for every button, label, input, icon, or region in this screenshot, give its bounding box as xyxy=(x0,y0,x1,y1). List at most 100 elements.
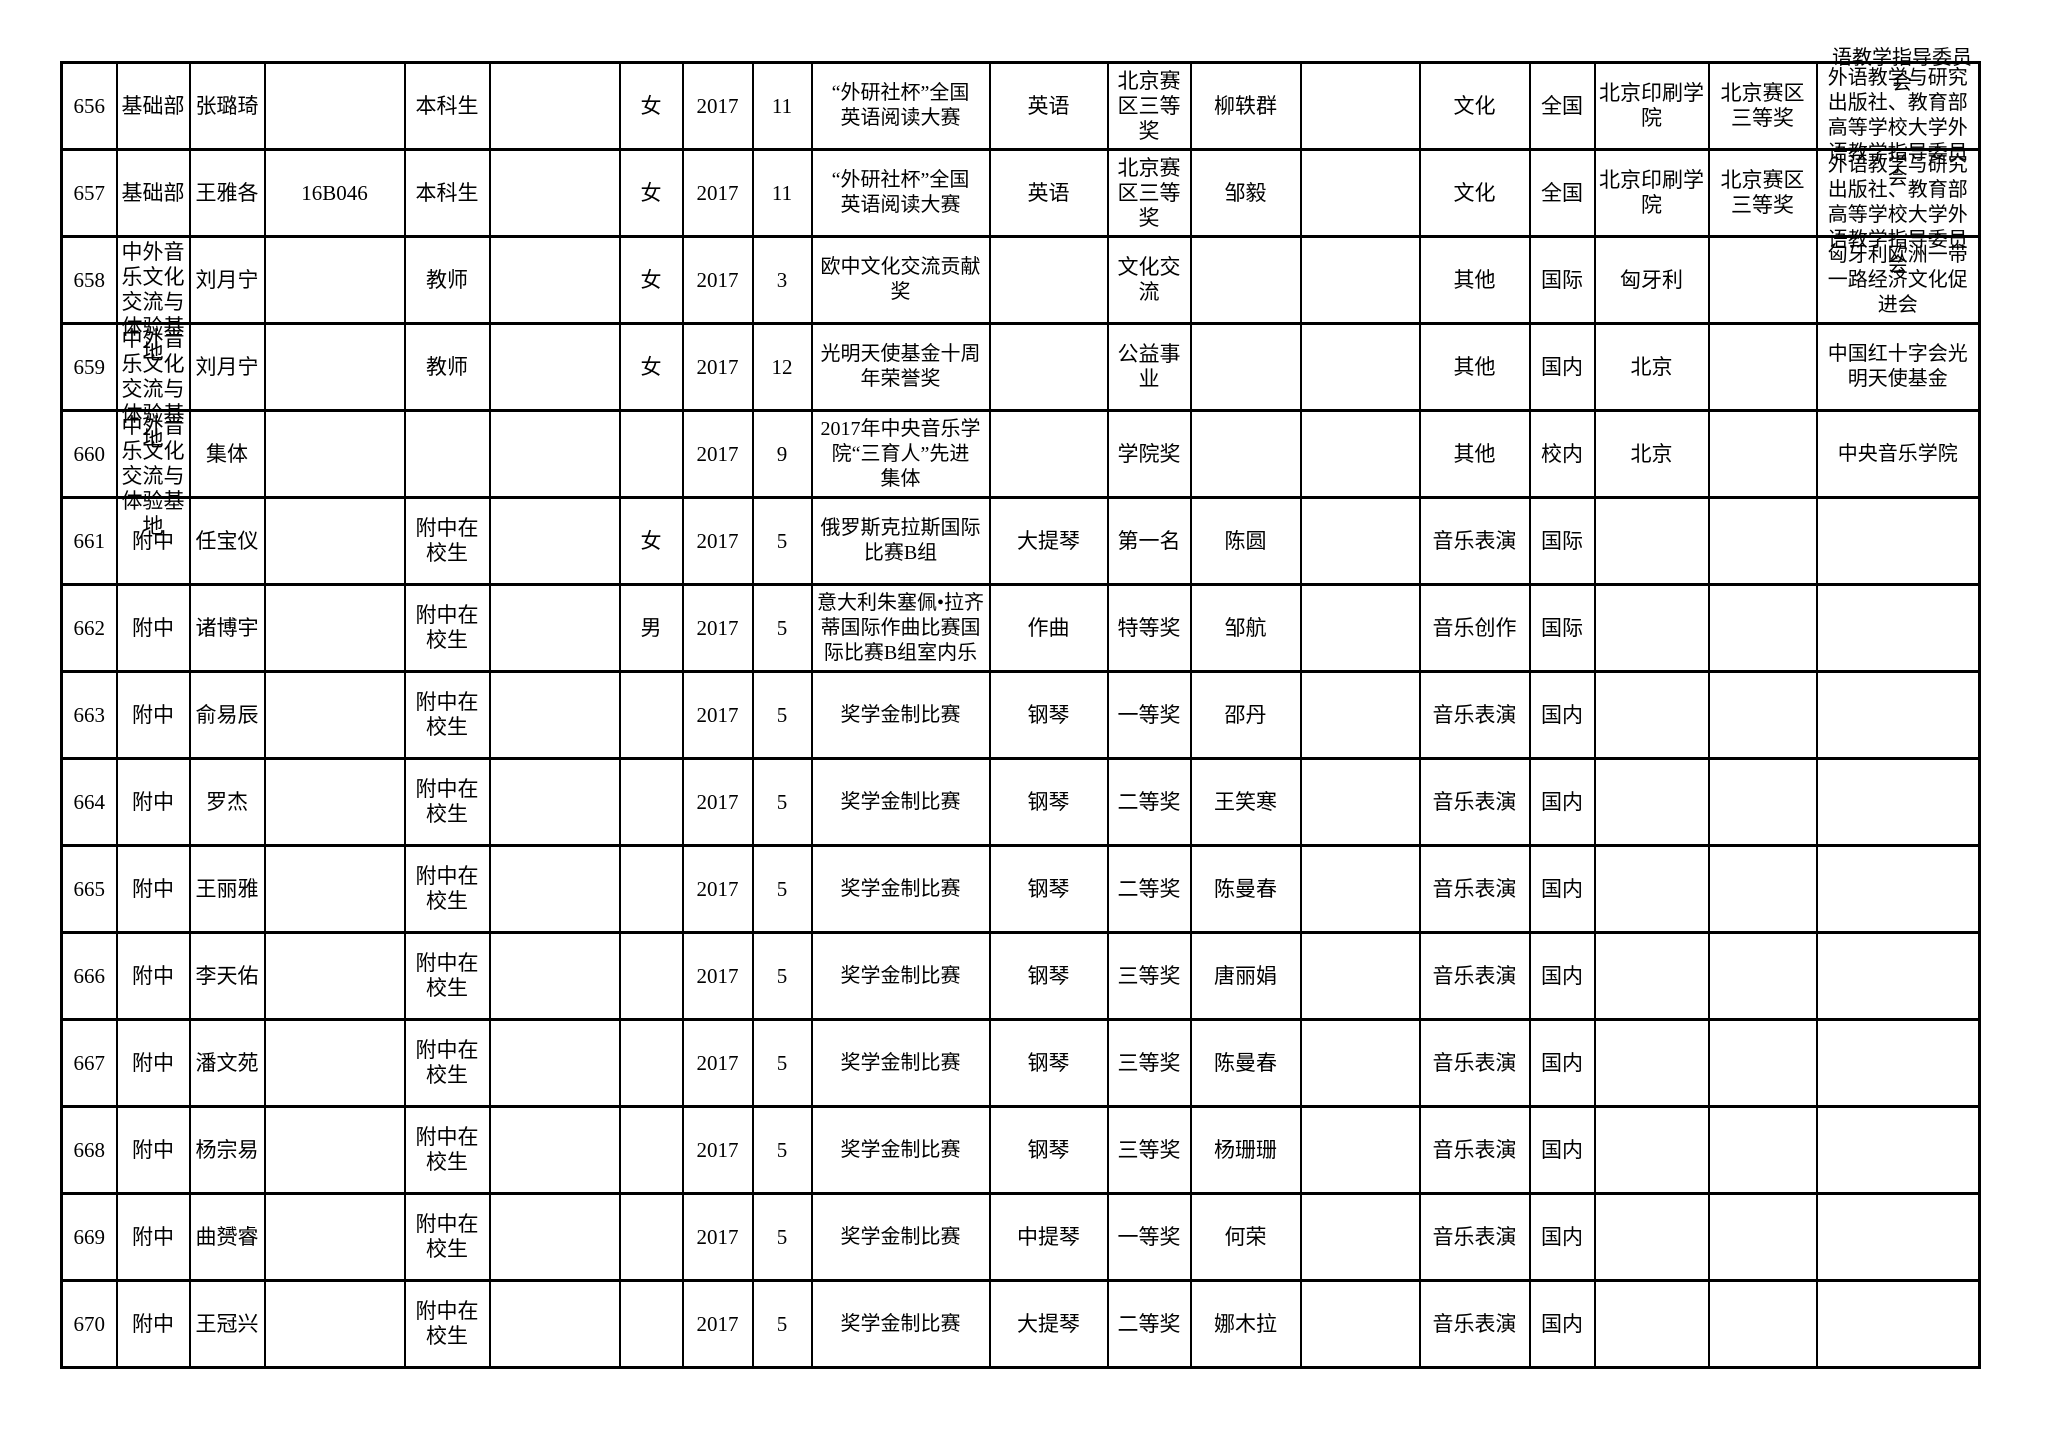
cell-name: 俞易辰 xyxy=(188,670,266,760)
cell-year: 2017 xyxy=(681,322,754,412)
category-text: 音乐创作 xyxy=(1432,615,1517,640)
cell-place xyxy=(1593,757,1710,847)
year-text: 2017 xyxy=(696,1224,739,1249)
category-text: 其他 xyxy=(1453,441,1496,466)
cell-empty-col-1 xyxy=(488,1279,621,1369)
cell-student-id xyxy=(263,1105,406,1195)
cell-organizer: 外语教学与研究 出版社、教育部 高等学校大学外 语教学指导委员 会 xyxy=(1815,148,1981,276)
scope-text: 国内 xyxy=(1541,876,1583,901)
award-name-text: 奖学金制比赛 xyxy=(840,964,961,987)
award-level-text: 第一名 xyxy=(1117,528,1181,553)
cell-year: 2017 xyxy=(681,61,754,151)
category-text: 音乐表演 xyxy=(1432,702,1517,727)
row-number-text: 660 xyxy=(73,441,106,466)
cell-teacher: 陈圆 xyxy=(1189,496,1302,586)
teacher-text: 娜木拉 xyxy=(1214,1311,1277,1336)
cell-name: 王冠兴 xyxy=(188,1279,266,1369)
place-text: 北京 xyxy=(1630,354,1673,379)
scope-text: 校内 xyxy=(1541,441,1583,466)
cell-empty-col-2 xyxy=(1299,1192,1421,1282)
status-text: 教师 xyxy=(426,267,468,292)
subject-text: 钢琴 xyxy=(1027,1137,1070,1162)
cell-regional-award xyxy=(1707,583,1818,673)
name-text: 俞易辰 xyxy=(195,702,259,727)
cell-award-name: 奖学金制比赛 xyxy=(810,844,991,934)
cell-gender: 男 xyxy=(618,583,684,673)
cell-empty-col-1 xyxy=(488,757,621,847)
cell-month: 11 xyxy=(751,148,813,238)
cell-department: 附中 xyxy=(115,1018,191,1108)
organizer-text: 中央音乐学院 xyxy=(1837,442,1958,465)
subject-text: 钢琴 xyxy=(1027,876,1070,901)
cell-award-level: 三等奖 xyxy=(1106,1105,1192,1195)
cell-status: 附中在 校生 xyxy=(403,844,491,934)
cell-subject: 英语 xyxy=(988,61,1109,151)
award-name-text: 2017年中央音乐学 院“三育人”先进 集体 xyxy=(820,417,981,490)
cell-row-number: 657 xyxy=(60,148,118,238)
row-number-text: 666 xyxy=(73,963,106,988)
cell-empty-col-2 xyxy=(1299,1279,1421,1369)
cell-gender: 女 xyxy=(618,496,684,586)
cell-student-id xyxy=(263,670,406,760)
gender-text: 女 xyxy=(640,180,662,205)
cell-award-name: 奖学金制比赛 xyxy=(810,757,991,847)
department-text: 附中 xyxy=(132,876,174,901)
name-text: 杨宗易 xyxy=(195,1137,259,1162)
cell-teacher: 陈曼春 xyxy=(1189,1018,1302,1108)
cell-scope: 国际 xyxy=(1528,583,1596,673)
cell-student-id xyxy=(263,1018,406,1108)
row-number-text: 657 xyxy=(73,180,106,205)
cell-teacher: 邵丹 xyxy=(1189,670,1302,760)
subject-text: 钢琴 xyxy=(1027,963,1070,988)
cell-award-name: 奖学金制比赛 xyxy=(810,1018,991,1108)
cell-award-name: “外研社杯”全国 英语阅读大赛 xyxy=(810,61,991,151)
cell-category: 音乐表演 xyxy=(1418,757,1531,847)
status-text: 附中在 校生 xyxy=(415,603,479,652)
month-text: 5 xyxy=(776,702,788,727)
cell-row-number: 669 xyxy=(60,1192,118,1282)
cell-subject: 钢琴 xyxy=(988,1105,1109,1195)
cell-award-level: 二等奖 xyxy=(1106,1279,1192,1369)
cell-scope: 国内 xyxy=(1528,844,1596,934)
cell-award-name: 奖学金制比赛 xyxy=(810,1105,991,1195)
row-number-text: 668 xyxy=(73,1137,106,1162)
cell-regional-award xyxy=(1707,496,1818,586)
award-name-text: “外研社杯”全国 英语阅读大赛 xyxy=(831,82,970,129)
teacher-text: 柳轶群 xyxy=(1214,93,1277,118)
award-name-text: 奖学金制比赛 xyxy=(840,1225,961,1248)
award-level-text: 文化交 流 xyxy=(1117,255,1181,304)
cell-empty-col-1 xyxy=(488,670,621,760)
teacher-text: 杨珊珊 xyxy=(1214,1137,1277,1162)
cell-regional-award: 北京赛区 三等奖 xyxy=(1707,61,1818,151)
year-text: 2017 xyxy=(696,789,739,814)
cell-gender xyxy=(618,844,684,934)
category-text: 音乐表演 xyxy=(1432,789,1517,814)
cell-name: 诸博宇 xyxy=(188,583,266,673)
cell-month: 3 xyxy=(751,235,813,325)
award-level-text: 二等奖 xyxy=(1117,789,1181,814)
cell-award-level: 一等奖 xyxy=(1106,1192,1192,1282)
cell-organizer: 中国红十字会光 明天使基金 xyxy=(1815,322,1981,412)
cell-empty-col-1 xyxy=(488,235,621,325)
cell-status: 教师 xyxy=(403,235,491,325)
cell-status xyxy=(403,409,491,499)
cell-year: 2017 xyxy=(681,757,754,847)
cell-category: 音乐表演 xyxy=(1418,1018,1531,1108)
cell-student-id xyxy=(263,61,406,151)
cell-regional-award xyxy=(1707,1192,1818,1282)
award-level-text: 二等奖 xyxy=(1117,1311,1181,1336)
cell-department: 附中 xyxy=(115,496,191,586)
cell-award-name: “外研社杯”全国 英语阅读大赛 xyxy=(810,148,991,238)
row-number-text: 658 xyxy=(73,267,106,292)
category-text: 文化 xyxy=(1453,180,1496,205)
organizer-text: 中国红十字会光 明天使基金 xyxy=(1827,343,1968,390)
gender-text: 女 xyxy=(640,354,662,379)
year-text: 2017 xyxy=(696,963,739,988)
scope-text: 国内 xyxy=(1541,1137,1583,1162)
cell-award-level: 二等奖 xyxy=(1106,844,1192,934)
cell-subject: 作曲 xyxy=(988,583,1109,673)
cell-empty-col-1 xyxy=(488,1018,621,1108)
year-text: 2017 xyxy=(696,1050,739,1075)
table-row: 662 附中 诸博宇 附中在 校生 男 2017 5 意大利朱塞佩•拉齐 蒂国际作曲比赛国 际… xyxy=(60,583,1981,673)
